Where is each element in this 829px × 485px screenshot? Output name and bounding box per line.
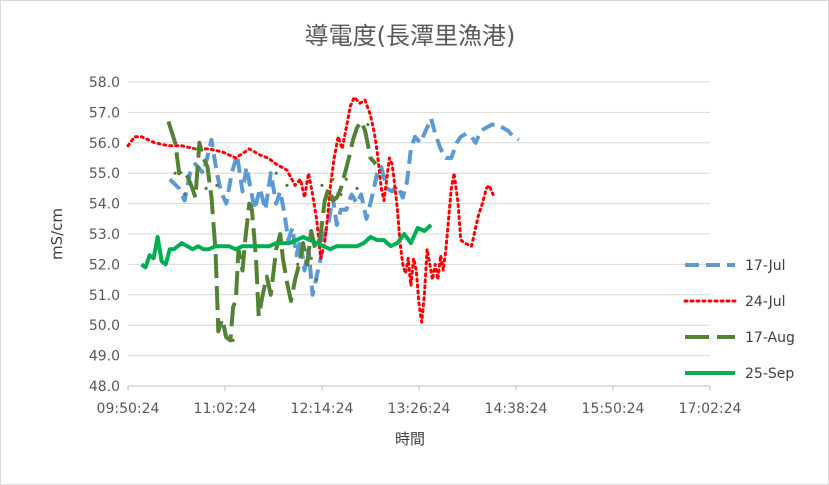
series-point-17-aug (355, 186, 359, 190)
legend-label: 24-Jul (745, 294, 786, 310)
series-point-17-aug (204, 186, 208, 190)
series-point-17-aug (285, 183, 289, 187)
y-tick-label: 55.0 (89, 166, 120, 182)
series-point-17-aug (296, 262, 300, 266)
series-point-17-aug (309, 256, 313, 260)
series-point-17-aug (344, 177, 348, 181)
y-tick-label: 48.0 (89, 379, 120, 395)
x-tick-label: 15:50:24 (582, 401, 645, 417)
x-tick-label: 09:50:24 (97, 401, 160, 417)
series-point-17-aug (366, 122, 370, 127)
series-point-17-aug (274, 171, 278, 175)
legend: 17-Jul 24-Jul 17-Aug 25-Sep (683, 258, 795, 382)
series-point-17-aug (223, 332, 227, 336)
y-tick-label: 56.0 (89, 136, 120, 152)
series-point-17-aug (193, 147, 197, 151)
series-point-17-aug (215, 183, 219, 187)
series-line-17-jul (168, 116, 520, 297)
y-tick-label: 49.0 (89, 349, 120, 365)
x-axis-ticks: 09:50:24 11:02:24 12:14:24 13:26:24 14:38:24… (97, 386, 742, 417)
series-point-17-aug (331, 177, 335, 181)
x-tick-label: 14:38:24 (485, 401, 548, 417)
x-tick-label: 17:02:24 (679, 401, 742, 417)
y-axis-title: mS/cm (48, 208, 66, 260)
chart-title: 導電度(長潭里漁港) (305, 22, 516, 50)
series-group (126, 95, 520, 343)
legend-label: 17-Jul (745, 258, 786, 274)
y-tick-label: 53.0 (89, 227, 120, 243)
y-tick-label: 51.0 (89, 288, 120, 304)
x-tick-label: 12:14:24 (291, 401, 354, 417)
y-tick-label: 58.0 (89, 75, 120, 91)
series-point-17-aug (173, 171, 177, 175)
x-tick-label: 13:26:24 (388, 401, 451, 417)
series-point-17-aug (182, 192, 187, 197)
series-point-17-aug (231, 338, 235, 342)
y-axis-ticks: 48.0 49.0 50.0 51.0 52.0 53.0 54.0 55.0 56.0 57.0… (89, 75, 120, 395)
x-axis-title: 時間 (395, 430, 425, 448)
series-line-17-aug (166, 119, 378, 343)
y-tick-label: 57.0 (89, 105, 120, 121)
x-tick-label: 11:02:24 (194, 401, 257, 417)
series-line-25-sep (140, 223, 433, 270)
legend-label: 17-Aug (745, 330, 795, 346)
y-tick-label: 52.0 (89, 257, 120, 273)
series-line-24-jul (126, 95, 495, 324)
y-tick-label: 54.0 (89, 197, 120, 213)
series-point-17-aug (339, 192, 343, 197)
legend-label: 25-Sep (745, 366, 794, 382)
series-point-17-aug (320, 183, 324, 187)
series-point-17-aug (315, 278, 319, 282)
y-tick-label: 50.0 (89, 318, 120, 334)
